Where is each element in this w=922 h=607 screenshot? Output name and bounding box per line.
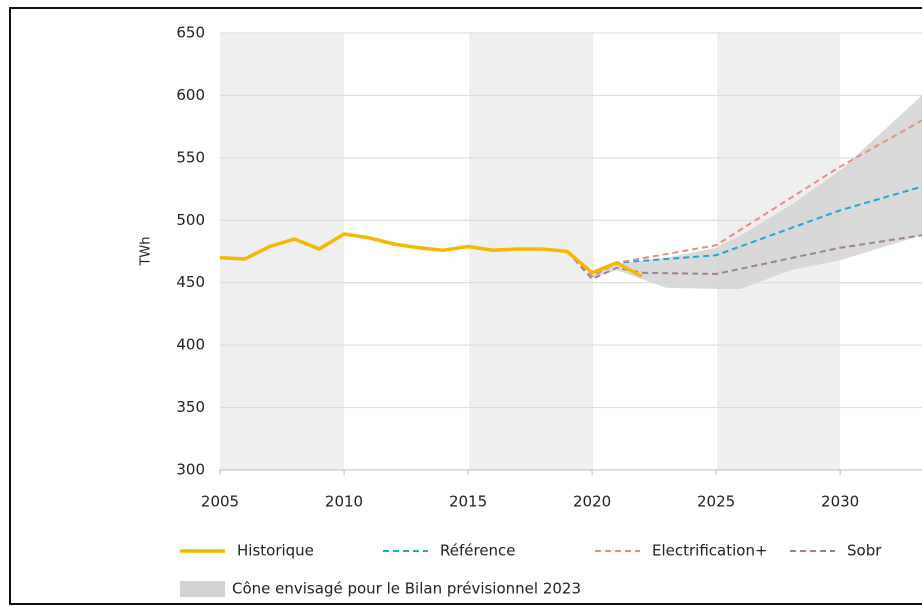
- legend-label: Référence: [440, 542, 516, 560]
- y-tick-label: 650: [176, 24, 205, 42]
- series-line: [219, 232, 643, 279]
- series-line: [566, 185, 922, 278]
- x-tick-label: 2030: [821, 493, 859, 511]
- legend-label: Cône envisagé pour le Bilan prévisionnel…: [232, 580, 581, 598]
- y-tick-label: 550: [176, 148, 205, 166]
- y-tick-label: 450: [176, 273, 205, 291]
- x-tick-label: 2025: [697, 493, 735, 511]
- x-tick-label: 2010: [325, 493, 363, 511]
- cone-area: [592, 95, 922, 289]
- legend-swatch: [180, 581, 225, 597]
- series-line: [566, 119, 922, 278]
- band-stripe: [220, 33, 344, 470]
- y-tick-label: 600: [176, 86, 205, 104]
- y-tick-label: 400: [176, 336, 205, 354]
- legend-label: Electrification+: [652, 542, 768, 560]
- x-tick-label: 2020: [573, 493, 611, 511]
- y-tick-label: 300: [176, 461, 205, 479]
- legend-label: Historique: [237, 542, 314, 560]
- legend-label: Sobr: [847, 542, 882, 560]
- band-stripe: [469, 33, 593, 470]
- x-tick-label: 2005: [201, 493, 239, 511]
- series-line: [566, 234, 922, 280]
- y-tick-label: 500: [176, 211, 205, 229]
- x-tick-label: 2015: [449, 493, 487, 511]
- y-tick-label: 350: [176, 398, 205, 416]
- y-axis-label: TWh: [139, 236, 154, 266]
